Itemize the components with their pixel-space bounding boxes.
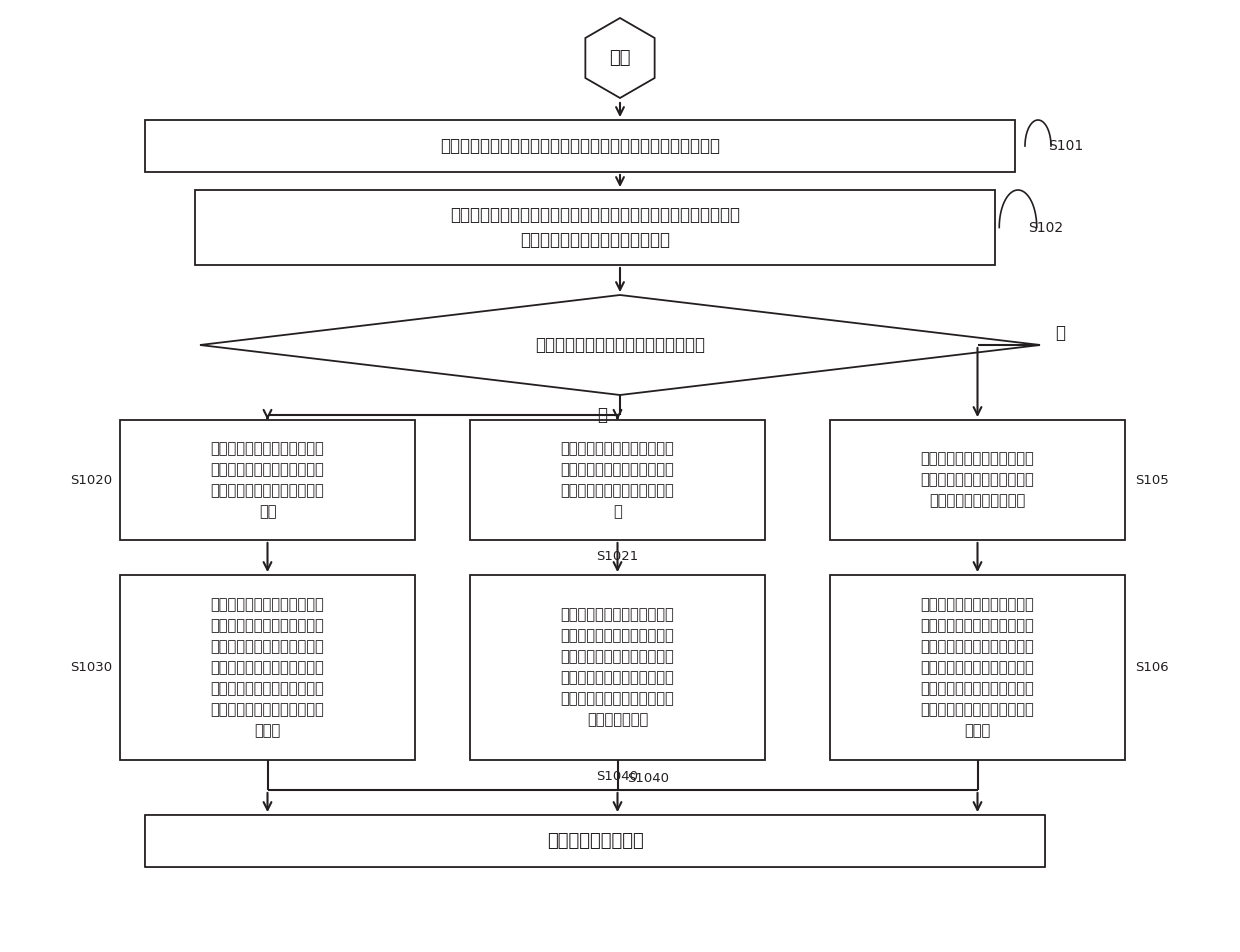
Text: S1040: S1040 <box>596 770 639 783</box>
Text: 确定第一物理站中存在满足第
三预设条件的第一逻辑站和第
二逻辑站时，则启动逻辑站合
并: 确定第一物理站中存在满足第 三预设条件的第一逻辑站和第 二逻辑站时，则启动逻辑站… <box>560 441 675 519</box>
Polygon shape <box>585 18 655 98</box>
Polygon shape <box>200 295 1040 395</box>
Text: S106: S106 <box>1135 661 1168 674</box>
Text: 开始: 开始 <box>609 49 631 67</box>
Bar <box>195 190 994 265</box>
Bar <box>830 420 1125 540</box>
Bar <box>145 120 1016 172</box>
Text: 确定第一物理站中在满足第二
预设条件的第一逻辑小区和第
二逻辑小区，则启动逻辑小区
合并: 确定第一物理站中在满足第二 预设条件的第一逻辑小区和第 二逻辑小区，则启动逻辑小… <box>211 441 325 519</box>
Bar <box>120 420 415 540</box>
Text: S1020: S1020 <box>69 473 112 486</box>
Text: 若指定资源池中还存在满足第
四预设条件的第二物理站时，
则启动物理站级资源共享: 若指定资源池中还存在满足第 四预设条件的第二物理站时， 则启动物理站级资源共享 <box>920 451 1034 508</box>
Bar <box>830 575 1125 760</box>
Text: S1040: S1040 <box>627 772 670 785</box>
Bar <box>470 575 765 760</box>
Text: 判别第一物理站是否满足第一预设条件: 判别第一物理站是否满足第一预设条件 <box>534 336 706 354</box>
Text: S101: S101 <box>1048 139 1084 153</box>
Text: 确定启动逻辑站合并时，在下
一个监控周期对第一逻辑站和
第二逻辑站进行逻辑站合并，
以便将第一逻辑站和第二逻辑
站中的用户迁移至进行逻辑站
合并后的逻辑站: 确定启动逻辑站合并时，在下 一个监控周期对第一逻辑站和 第二逻辑站进行逻辑站合并… <box>560 607 675 727</box>
Text: S105: S105 <box>1135 473 1169 486</box>
Text: S1021: S1021 <box>596 550 639 563</box>
Text: S1030: S1030 <box>69 661 112 674</box>
Text: 获取指定资源池中每个逻辑小区在监控周期内的基带资源利用率: 获取指定资源池中每个逻辑小区在监控周期内的基带资源利用率 <box>440 137 720 155</box>
FancyBboxPatch shape <box>145 815 1045 867</box>
Bar <box>120 575 415 760</box>
Text: 确定启动逻辑小区合并时，则
在下一个监控周期对第一逻辑
小区和第二逻辑小区进行逻辑
小区合并，以便将第一逻辑小
区和第二逻辑小区中的用户迁
移至进行逻辑小区合并: 确定启动逻辑小区合并时，则 在下一个监控周期对第一逻辑 小区和第二逻辑小区进行逻… <box>211 597 325 738</box>
Text: 确定指定资源池中的第一物理站的每个逻辑小区在监控周期内的基
带资源利用率均小于业务过载门限: 确定指定资源池中的第一物理站的每个逻辑小区在监控周期内的基 带资源利用率均小于业… <box>450 206 740 249</box>
Text: 进入下一个监控周期: 进入下一个监控周期 <box>547 832 644 850</box>
Text: 确定启动物理站级资源共享时
，在下一个监控周期对第一物
理站和第二物理站进行物理站
级资源共享，以便将第一物理
站和第二物理站中的用户迁移
至进行物理站级资源共: 确定启动物理站级资源共享时 ，在下一个监控周期对第一物 理站和第二物理站进行物理… <box>920 597 1034 738</box>
Text: 否: 否 <box>596 406 608 424</box>
Text: S102: S102 <box>1028 221 1063 234</box>
Text: 是: 是 <box>1055 324 1065 342</box>
Bar <box>470 420 765 540</box>
